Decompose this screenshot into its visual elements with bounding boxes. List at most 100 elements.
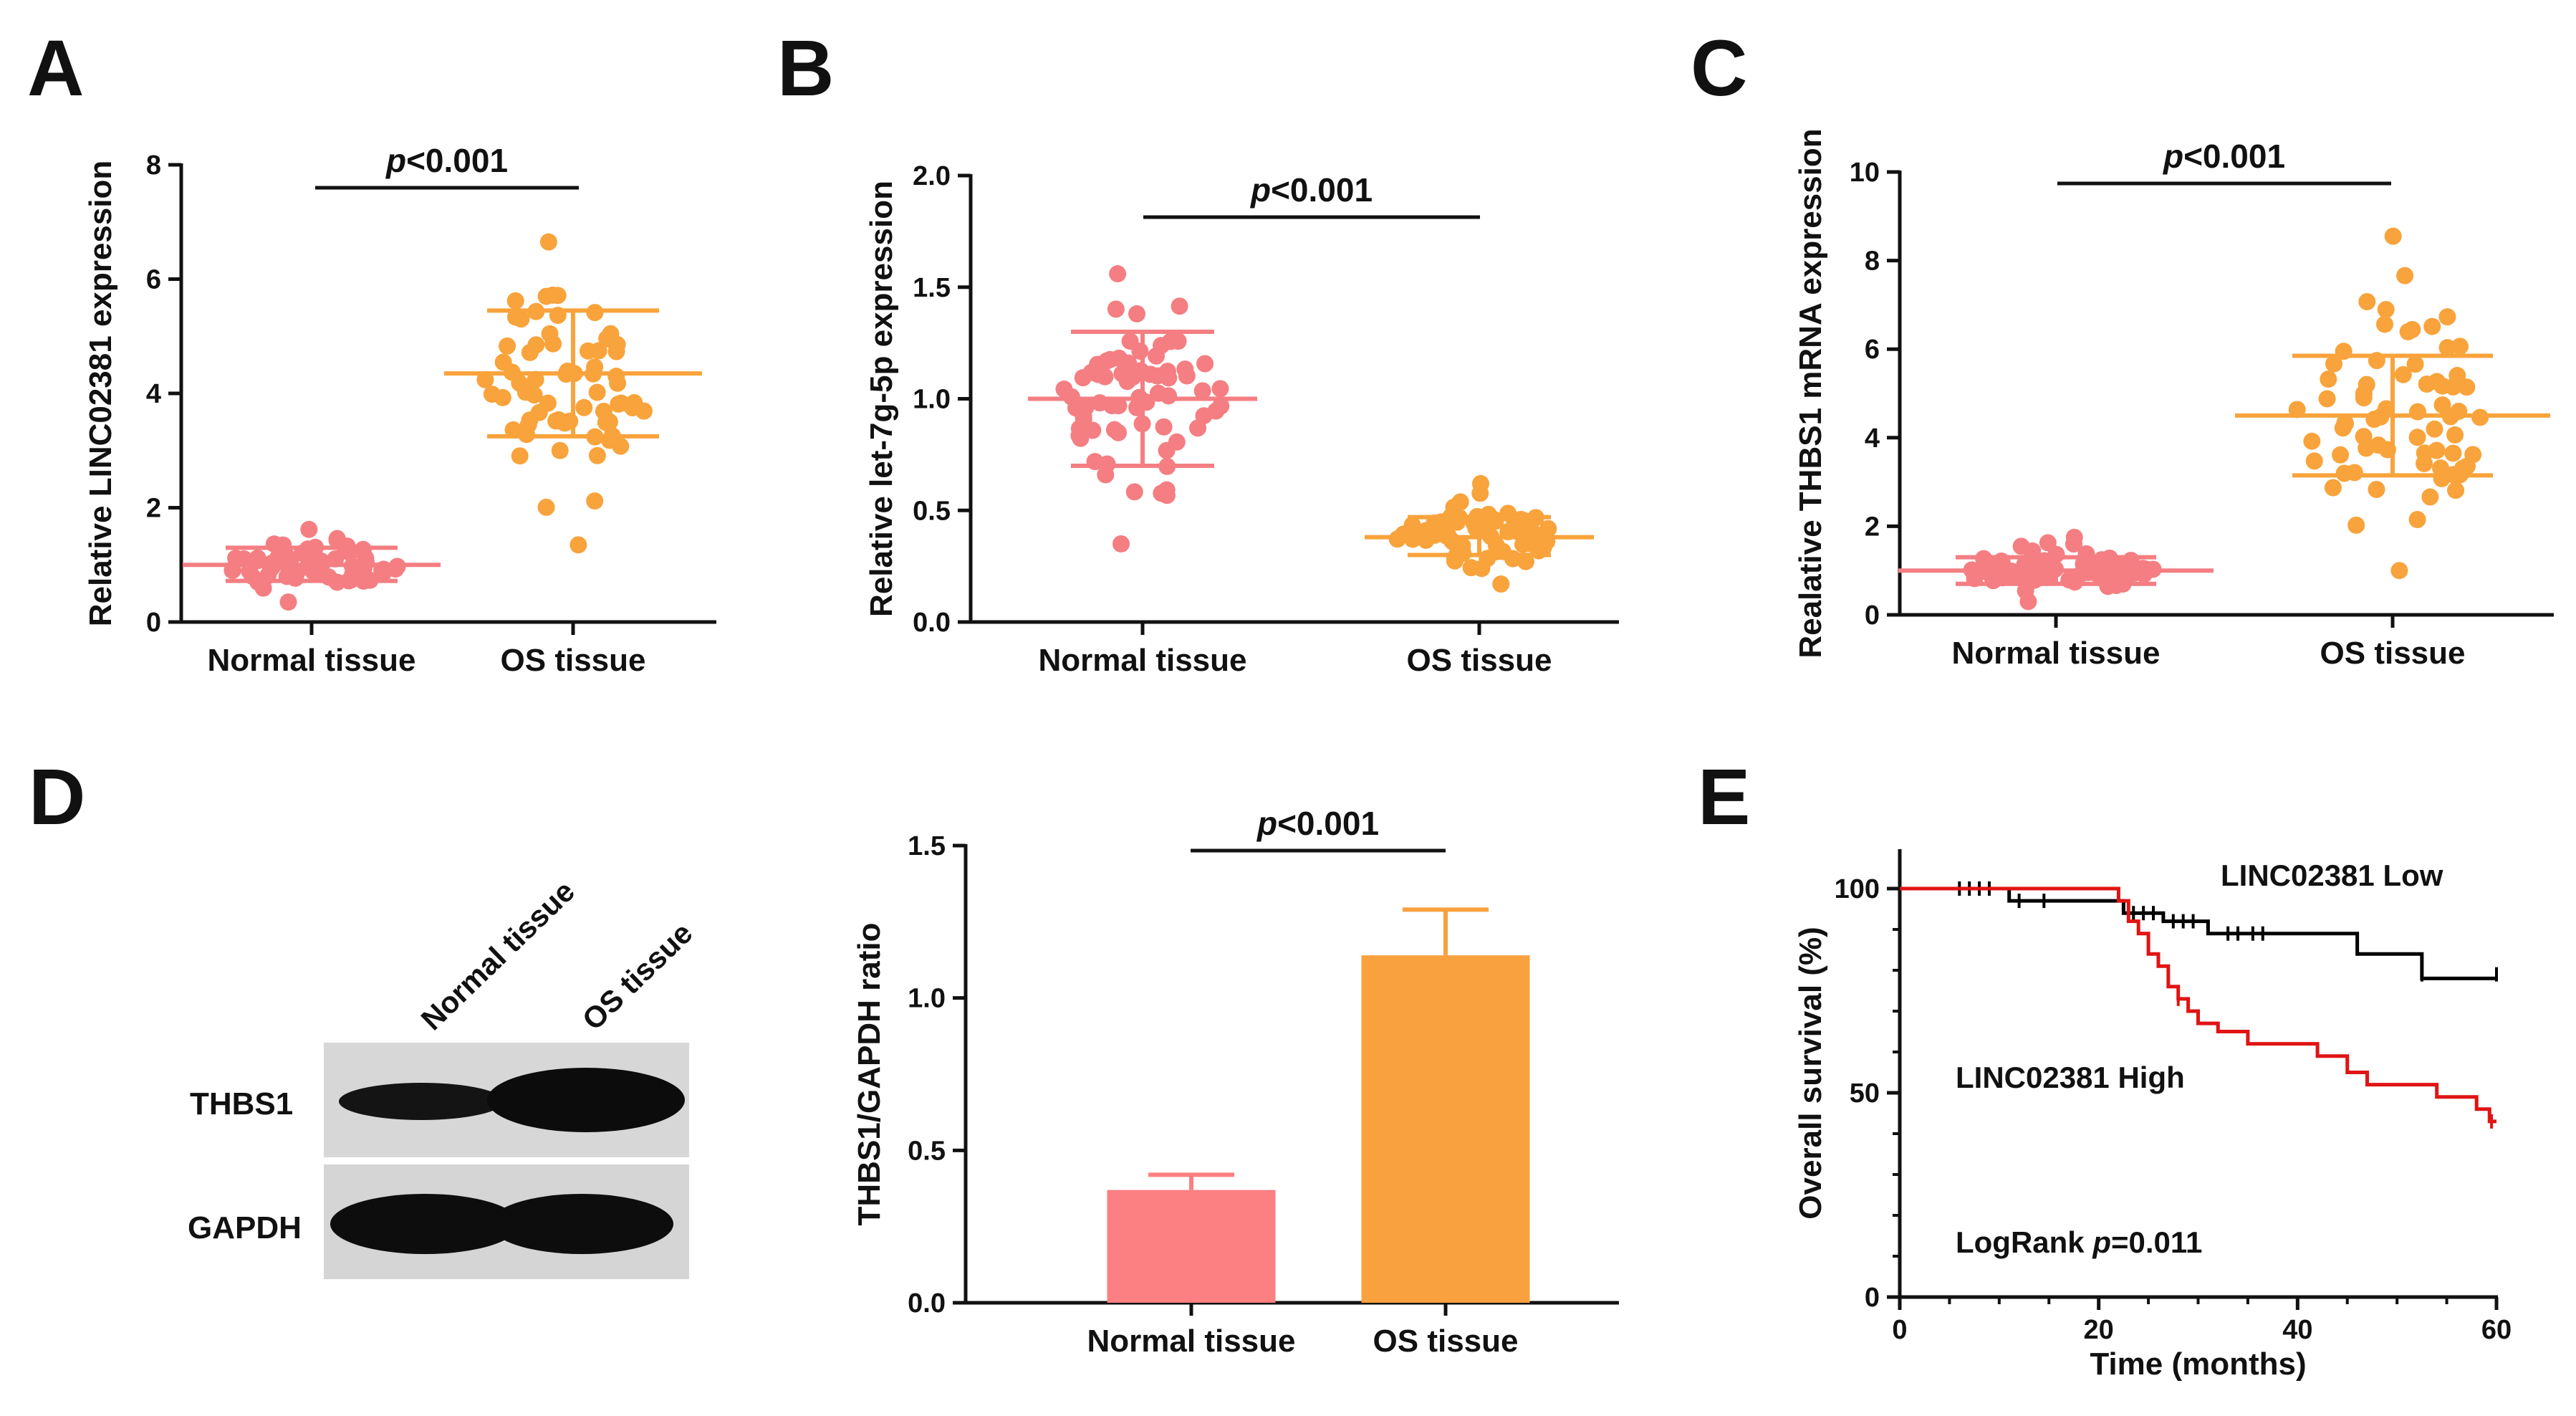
panel-b-y-tick-label: 0.5 [913, 496, 951, 526]
panel-b-data-point [1499, 504, 1517, 522]
panel-a-p-value: p<0.001 [385, 142, 508, 179]
panel-c-data-point [2370, 436, 2388, 454]
panel-b-data-point [1125, 483, 1143, 501]
blot-band-gapdh-normal [330, 1194, 519, 1254]
panel-c-data-point [2355, 428, 2373, 446]
panel-b-data-point [1105, 421, 1123, 439]
panel-c-data-point [2444, 378, 2462, 396]
blot-band-gapdh-os [490, 1194, 673, 1254]
panel-c-data-point [2347, 516, 2365, 534]
panel-a-data-point [586, 492, 604, 510]
panel-e-legend-low: LINC02381 Low [2221, 858, 2443, 892]
panel-d-y-tick-label: 0.0 [908, 1288, 946, 1319]
panel-d-bar [1107, 1190, 1276, 1303]
panel-e-x-tick-label: 20 [2084, 1315, 2114, 1345]
panel-a-data-point [494, 388, 511, 406]
panel-a-data-point [506, 308, 524, 326]
panel-c-p-value: p<0.001 [2162, 138, 2285, 175]
panel-a-x-tick-label: OS tissue [501, 643, 646, 678]
panel-b-data-point [1169, 333, 1187, 350]
panel-d-y-tick-label: 1.0 [908, 984, 946, 1014]
panel-a-y-tick-label: 0 [146, 608, 161, 638]
panel-b-data-point [1445, 498, 1463, 516]
blot-row-label-gapdh: GAPDH [188, 1210, 302, 1245]
panel-a-y-tick-label: 4 [146, 379, 161, 409]
panel-e-legend-high: LINC02381 High [1956, 1061, 2185, 1094]
panel-b-data-point [1160, 369, 1178, 387]
panel-c-data-point [2320, 370, 2337, 388]
panel-c-y-tick-label: 0 [1865, 601, 1880, 631]
panel-c-data-point [2303, 432, 2321, 450]
panel-b-data-point [1109, 265, 1127, 283]
blot-band-thbs1-normal [339, 1083, 504, 1120]
blot-row-label-thbs1: THBS1 [190, 1086, 293, 1121]
panel-a-data-point [227, 549, 245, 567]
panel-c-data-point [2408, 510, 2426, 528]
panel-e-y-tick-label: 50 [1850, 1078, 1880, 1109]
blot-lane-label-os: OS tissue [576, 916, 699, 1036]
panel-c-data-point [2375, 315, 2393, 333]
panel-a-data-point [319, 568, 337, 586]
panel-c-data-point [2377, 400, 2395, 418]
panel-a-data-point [539, 233, 557, 251]
panel-c-data-point [2324, 479, 2342, 497]
panel-a-data-point [579, 342, 597, 360]
panel-c-data-point [2433, 396, 2451, 414]
panel-label-e: E [1698, 753, 1750, 841]
panel-b-data-point [1121, 333, 1139, 350]
panel-a-data-point [569, 536, 587, 554]
panel-d-y-tick-label: 0.5 [908, 1136, 946, 1166]
panel-c-data-point [2426, 420, 2443, 438]
panel-b-y-tick-label: 0.0 [913, 608, 951, 638]
panel-b-data-point [1089, 355, 1107, 373]
panel-e-curve-low [1900, 886, 2496, 980]
panel-c-data-point [2368, 480, 2385, 498]
panel-label-b: B [777, 24, 834, 113]
panel-a-data-point [598, 330, 616, 348]
panel-label-a: A [27, 24, 84, 113]
panel-d-x-tick-label: OS tissue [1373, 1324, 1519, 1359]
panel-b-data-point [1193, 382, 1211, 400]
panel-e-survival: 0 50 100 0 20 40 60 Overall survival (%) Time (m… [1793, 849, 2512, 1382]
panel-b-y-label: Relative let-7g-5p expression [864, 181, 899, 617]
panel-a-data-point [588, 383, 606, 401]
panel-c-data-point [2416, 454, 2433, 472]
panel-c-data-point [2423, 317, 2441, 335]
panel-a-data-point [357, 549, 375, 567]
panel-b-data-point [1128, 305, 1146, 322]
panel-b-data-point [1070, 420, 1088, 438]
panel-a-y-tick-label: 8 [146, 150, 161, 181]
panel-e-y-tick-label: 100 [1835, 874, 1880, 904]
panel-e-logrank: LogRank p=0.011 [1956, 1225, 2202, 1259]
panel-b-y-tick-label: 1.0 [913, 385, 951, 415]
panel-a-data-point [511, 374, 529, 392]
panel-a-y-label: Relative LINC02381 expression [83, 161, 118, 627]
panel-c-data-point [2125, 564, 2143, 582]
panel-b-data-point [1492, 575, 1510, 593]
panel-c-data-point [2438, 308, 2456, 326]
panel-a-scatter: 0 2 4 6 8 Relative LINC02381 expression Normal… [83, 142, 716, 678]
panel-b-data-point [1494, 542, 1512, 560]
panel-b-data-point [1160, 387, 1178, 405]
panel-c-data-point [2355, 385, 2373, 403]
panel-c-data-point [2428, 441, 2446, 459]
panel-d-x-tick-label: Normal tissue [1087, 1324, 1296, 1359]
panel-c-data-point [2444, 444, 2462, 462]
panel-c-x-tick-label: OS tissue [2320, 636, 2466, 671]
panel-a-data-point [575, 398, 593, 416]
panel-a-data-point [254, 579, 272, 597]
panel-b-data-point [1207, 402, 1225, 420]
panel-b-data-point [1097, 466, 1115, 484]
panel-c-data-point [2065, 535, 2082, 553]
panel-b-scatter: 0.0 0.5 1.0 1.5 2.0 Relative let-7g-5p expres… [864, 161, 1619, 678]
panel-d-y-tick-label: 1.5 [908, 831, 946, 861]
panel-a-x-tick-label: Normal tissue [208, 643, 416, 678]
panel-c-data-point [2394, 365, 2412, 383]
panel-a-data-point [279, 593, 297, 611]
blot-lane-label-normal: Normal tissue [415, 874, 581, 1037]
panel-a-data-point [541, 325, 559, 343]
panel-c-data-point [2421, 488, 2439, 506]
panel-b-x-tick-label: Normal tissue [1039, 643, 1247, 678]
panel-e-x-label: Time (months) [2090, 1346, 2306, 1382]
panel-c-data-point [2358, 293, 2376, 311]
